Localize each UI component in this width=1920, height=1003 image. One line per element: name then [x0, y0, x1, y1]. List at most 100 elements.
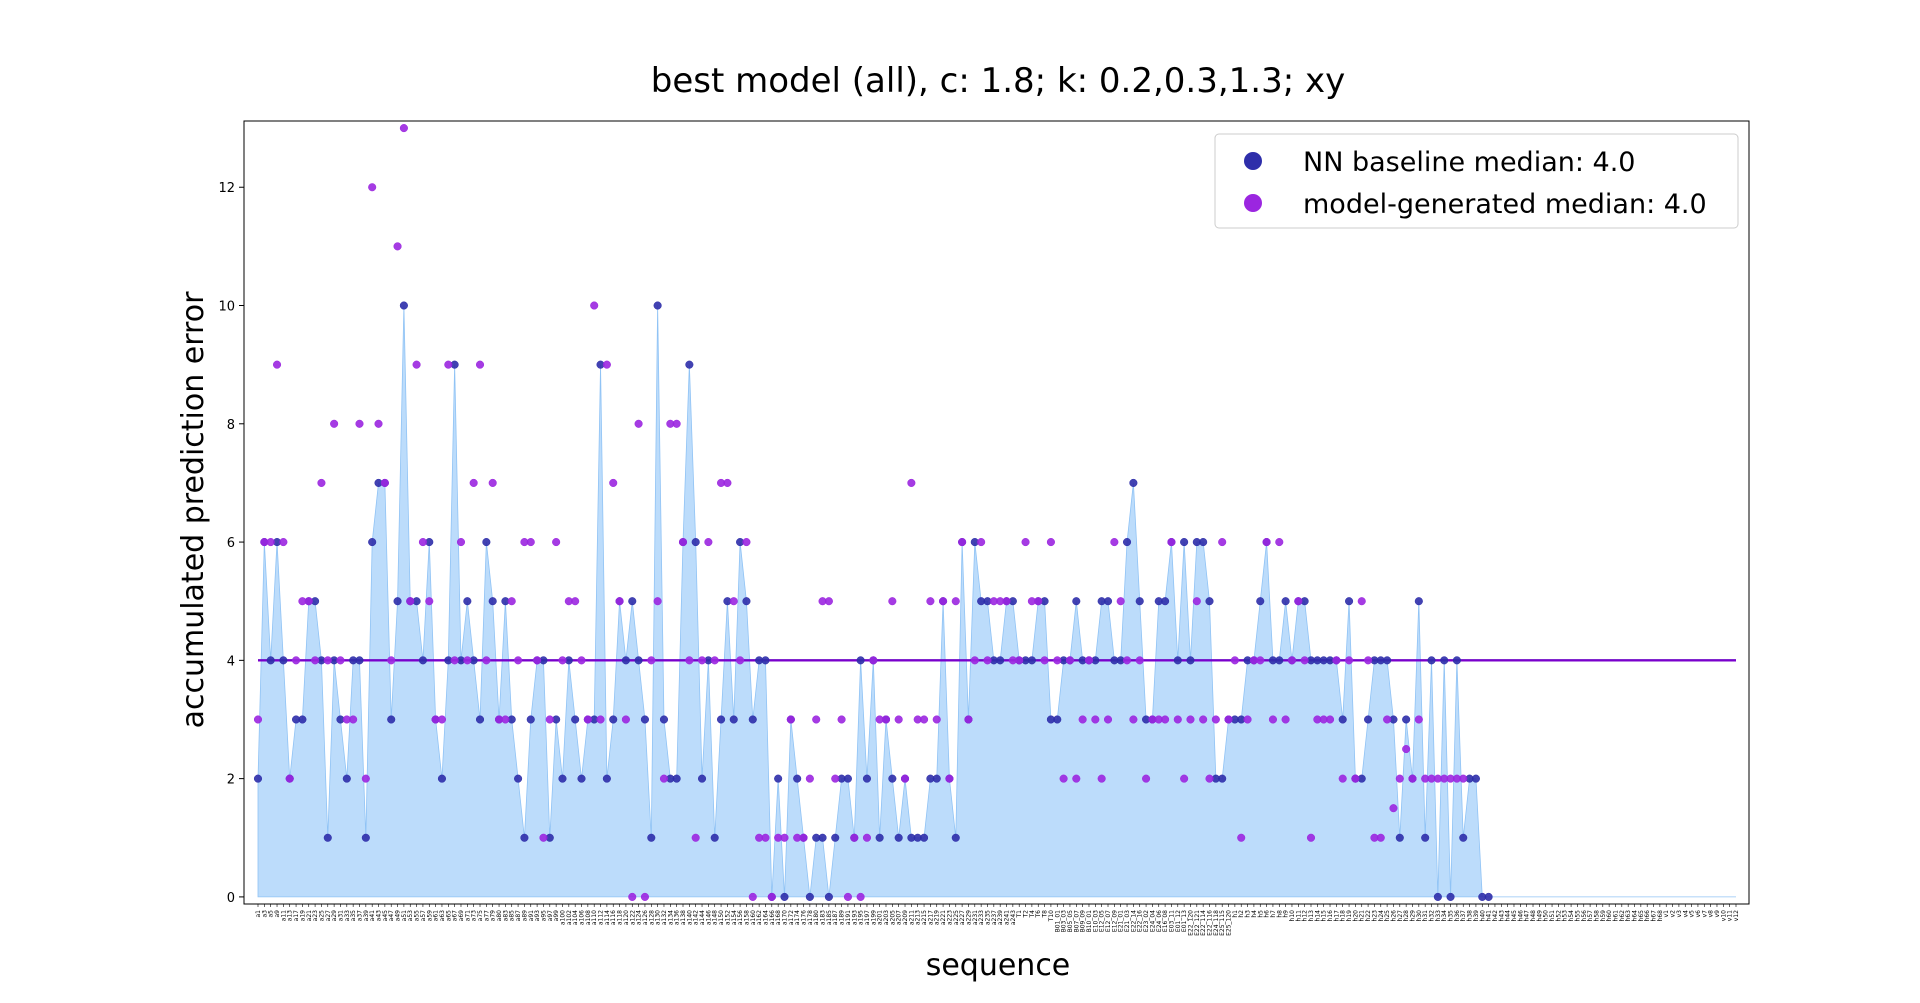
model-point — [336, 656, 345, 665]
baseline-point — [1135, 597, 1144, 606]
baseline-point — [685, 360, 694, 369]
x-tick-label: a67 — [452, 910, 459, 921]
baseline-point — [488, 597, 497, 606]
x-tick-label: h68 — [1657, 910, 1664, 922]
x-tick-label: B09_09 — [1080, 910, 1087, 933]
model-point — [907, 478, 916, 487]
model-point — [279, 538, 288, 547]
x-tick-label: h29 — [1409, 910, 1416, 922]
y-tick-label: 8 — [227, 418, 235, 433]
x-tick-label: a21 — [306, 910, 313, 921]
legend-label-model: model-generated median: 4.0 — [1303, 189, 1707, 220]
baseline-point — [1446, 892, 1455, 901]
model-point — [425, 597, 434, 606]
baseline-point — [418, 656, 427, 665]
x-tick-label: a39 — [363, 910, 370, 921]
model-point — [1103, 715, 1113, 724]
model-point — [894, 715, 903, 724]
model-point — [831, 774, 840, 783]
baseline-point — [323, 833, 332, 842]
model-point — [368, 183, 377, 192]
model-point — [514, 656, 523, 665]
model-point — [393, 242, 402, 251]
x-tick-label: a176 — [801, 910, 808, 925]
x-tick-label: h57 — [1587, 910, 1594, 922]
baseline-point — [621, 656, 630, 665]
model-point — [1395, 774, 1404, 783]
x-tick-label: a166 — [769, 910, 776, 925]
model-point — [437, 715, 447, 724]
model-point — [761, 833, 770, 842]
baseline-point — [780, 892, 789, 901]
x-tick-label: a148 — [712, 910, 719, 925]
x-tick-label: h53 — [1562, 910, 1569, 922]
x-tick-label: a201 — [877, 910, 884, 925]
x-tick-label: a83 — [502, 910, 509, 921]
model-point — [647, 656, 656, 665]
model-point — [748, 892, 757, 901]
x-tick-label: a85 — [509, 910, 516, 921]
y-tick-label: 6 — [227, 536, 235, 551]
x-tick-label: a100 — [559, 910, 566, 925]
x-tick-label: a134 — [667, 910, 674, 925]
model-point — [1091, 715, 1100, 724]
x-tick-label: h8 — [1276, 910, 1283, 918]
model-point — [1237, 833, 1246, 842]
x-tick-label: h16 — [1327, 910, 1334, 922]
model-point — [482, 656, 491, 665]
model-point — [685, 656, 694, 665]
x-tick-label: a69 — [458, 910, 465, 921]
baseline-point — [1053, 715, 1062, 724]
baseline-point — [475, 715, 485, 724]
x-tick-label: a45 — [382, 910, 389, 921]
x-tick-label: a116 — [610, 910, 617, 925]
baseline-point — [1421, 833, 1430, 842]
x-tick-label: a203 — [883, 910, 890, 925]
x-tick-label: v4 — [1682, 910, 1689, 918]
x-tick-label: a75 — [477, 910, 484, 921]
model-point — [1389, 804, 1398, 813]
x-tick-label: v10 — [1720, 910, 1727, 921]
baseline-point — [793, 774, 802, 783]
x-tick-label: a41 — [369, 910, 376, 921]
model-point — [634, 419, 643, 428]
x-tick-label: h40 — [1479, 910, 1486, 922]
baseline-point — [1256, 597, 1265, 606]
model-point — [1332, 656, 1341, 665]
x-tick-label: a237 — [991, 910, 998, 925]
model-point — [640, 892, 649, 901]
y-tick-label: 4 — [227, 654, 235, 669]
baseline-point — [1484, 892, 1493, 901]
model-point — [1325, 715, 1335, 724]
baseline-point — [387, 715, 396, 724]
x-tick-label: a231 — [972, 910, 979, 925]
x-tick-label: h50 — [1543, 910, 1550, 922]
x-tick-label: h37 — [1460, 910, 1467, 922]
baseline-point — [640, 715, 649, 724]
model-point — [850, 833, 859, 842]
x-tick-label: a154 — [731, 910, 738, 925]
model-point — [888, 597, 897, 606]
baseline-point — [1471, 774, 1480, 783]
baseline-point — [1414, 597, 1423, 606]
x-tick-label: h21 — [1359, 910, 1366, 922]
x-tick-label: E16_08 — [1162, 910, 1169, 932]
x-tick-label: a114 — [604, 910, 611, 925]
x-tick-label: a55 — [414, 910, 421, 921]
x-tick-label: E22_14 — [1130, 910, 1137, 932]
x-tick-label: a118 — [617, 910, 624, 925]
x-tick-label: h14 — [1314, 910, 1321, 922]
baseline-point — [875, 833, 884, 842]
x-tick-label: a183 — [820, 910, 827, 925]
x-tick-label: a93 — [534, 910, 541, 921]
model-point — [1414, 715, 1423, 724]
model-point — [406, 597, 415, 606]
x-tick-label: a79 — [490, 910, 497, 921]
x-tick-label: h38 — [1467, 910, 1474, 922]
model-point — [1211, 715, 1220, 724]
baseline-point — [602, 774, 611, 783]
x-tick-label: a241 — [1004, 910, 1011, 925]
x-tick-label: T6 — [1035, 910, 1042, 919]
x-tick-label: a193 — [851, 910, 858, 925]
x-tick-label: a3 — [261, 910, 268, 918]
